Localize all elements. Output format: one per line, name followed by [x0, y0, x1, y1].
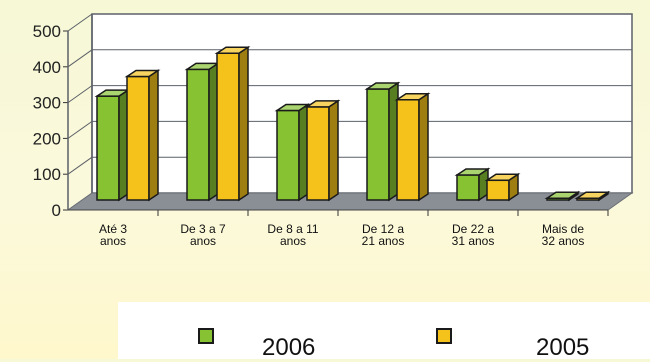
gridline-diagonal — [67, 13, 93, 32]
legend-label-2005: 2005 — [536, 334, 590, 361]
x-tick-label: Mais de — [542, 222, 584, 236]
bar-2005-2 — [304, 99, 341, 202]
bar-2005-0 — [124, 69, 161, 202]
bar-2006-5 — [544, 190, 581, 202]
x-tick-label: De 8 a 11 — [267, 222, 318, 236]
x-tick-label: 21 anos — [362, 234, 405, 248]
bar-2005-4 — [484, 172, 521, 202]
legend-swatch-2006 — [198, 328, 214, 344]
y-tick-label: 100 — [33, 165, 61, 184]
y-tick-label: 300 — [33, 94, 61, 113]
bar-2005-1 — [214, 45, 251, 202]
bar-2006-3 — [364, 81, 401, 202]
x-tick-label: 32 anos — [542, 234, 585, 248]
x-tick-label: anos — [280, 234, 306, 248]
x-tick-label: Até 3 — [99, 222, 127, 236]
bar-2005-5 — [574, 190, 611, 202]
x-tick-label: De 3 a 7 — [180, 222, 226, 236]
gridline-diagonal — [67, 120, 93, 139]
bar-2006-1 — [184, 61, 221, 202]
chart-bars — [94, 45, 611, 202]
chart-legend: 2006 2005 — [118, 302, 650, 361]
chart-gridlines — [66, 13, 634, 211]
legend-swatch-2005 — [436, 328, 452, 344]
x-tick-label: De 12 a — [362, 222, 404, 236]
gridline-diagonal — [67, 156, 93, 175]
x-tick-label: De 22 a — [452, 222, 494, 236]
chart-axes — [63, 14, 609, 216]
bar-2006-4 — [454, 167, 491, 202]
y-tick-label: 0 — [52, 201, 61, 220]
gridline-diagonal — [67, 85, 93, 104]
y-tick-label: 200 — [33, 129, 61, 148]
y-tick-label: 400 — [33, 58, 61, 77]
y-tick-label: 500 — [33, 22, 61, 41]
x-tick-label: anos — [100, 234, 126, 248]
back-wall — [91, 13, 633, 194]
x-tick-label: 31 anos — [452, 234, 495, 248]
bar-2006-2 — [274, 103, 311, 202]
gridline-diagonal — [67, 49, 93, 68]
legend-label-2006: 2006 — [262, 334, 316, 361]
bar-2005-3 — [394, 92, 431, 202]
x-tick-label: anos — [190, 234, 216, 248]
bar-2006-0 — [94, 88, 131, 202]
